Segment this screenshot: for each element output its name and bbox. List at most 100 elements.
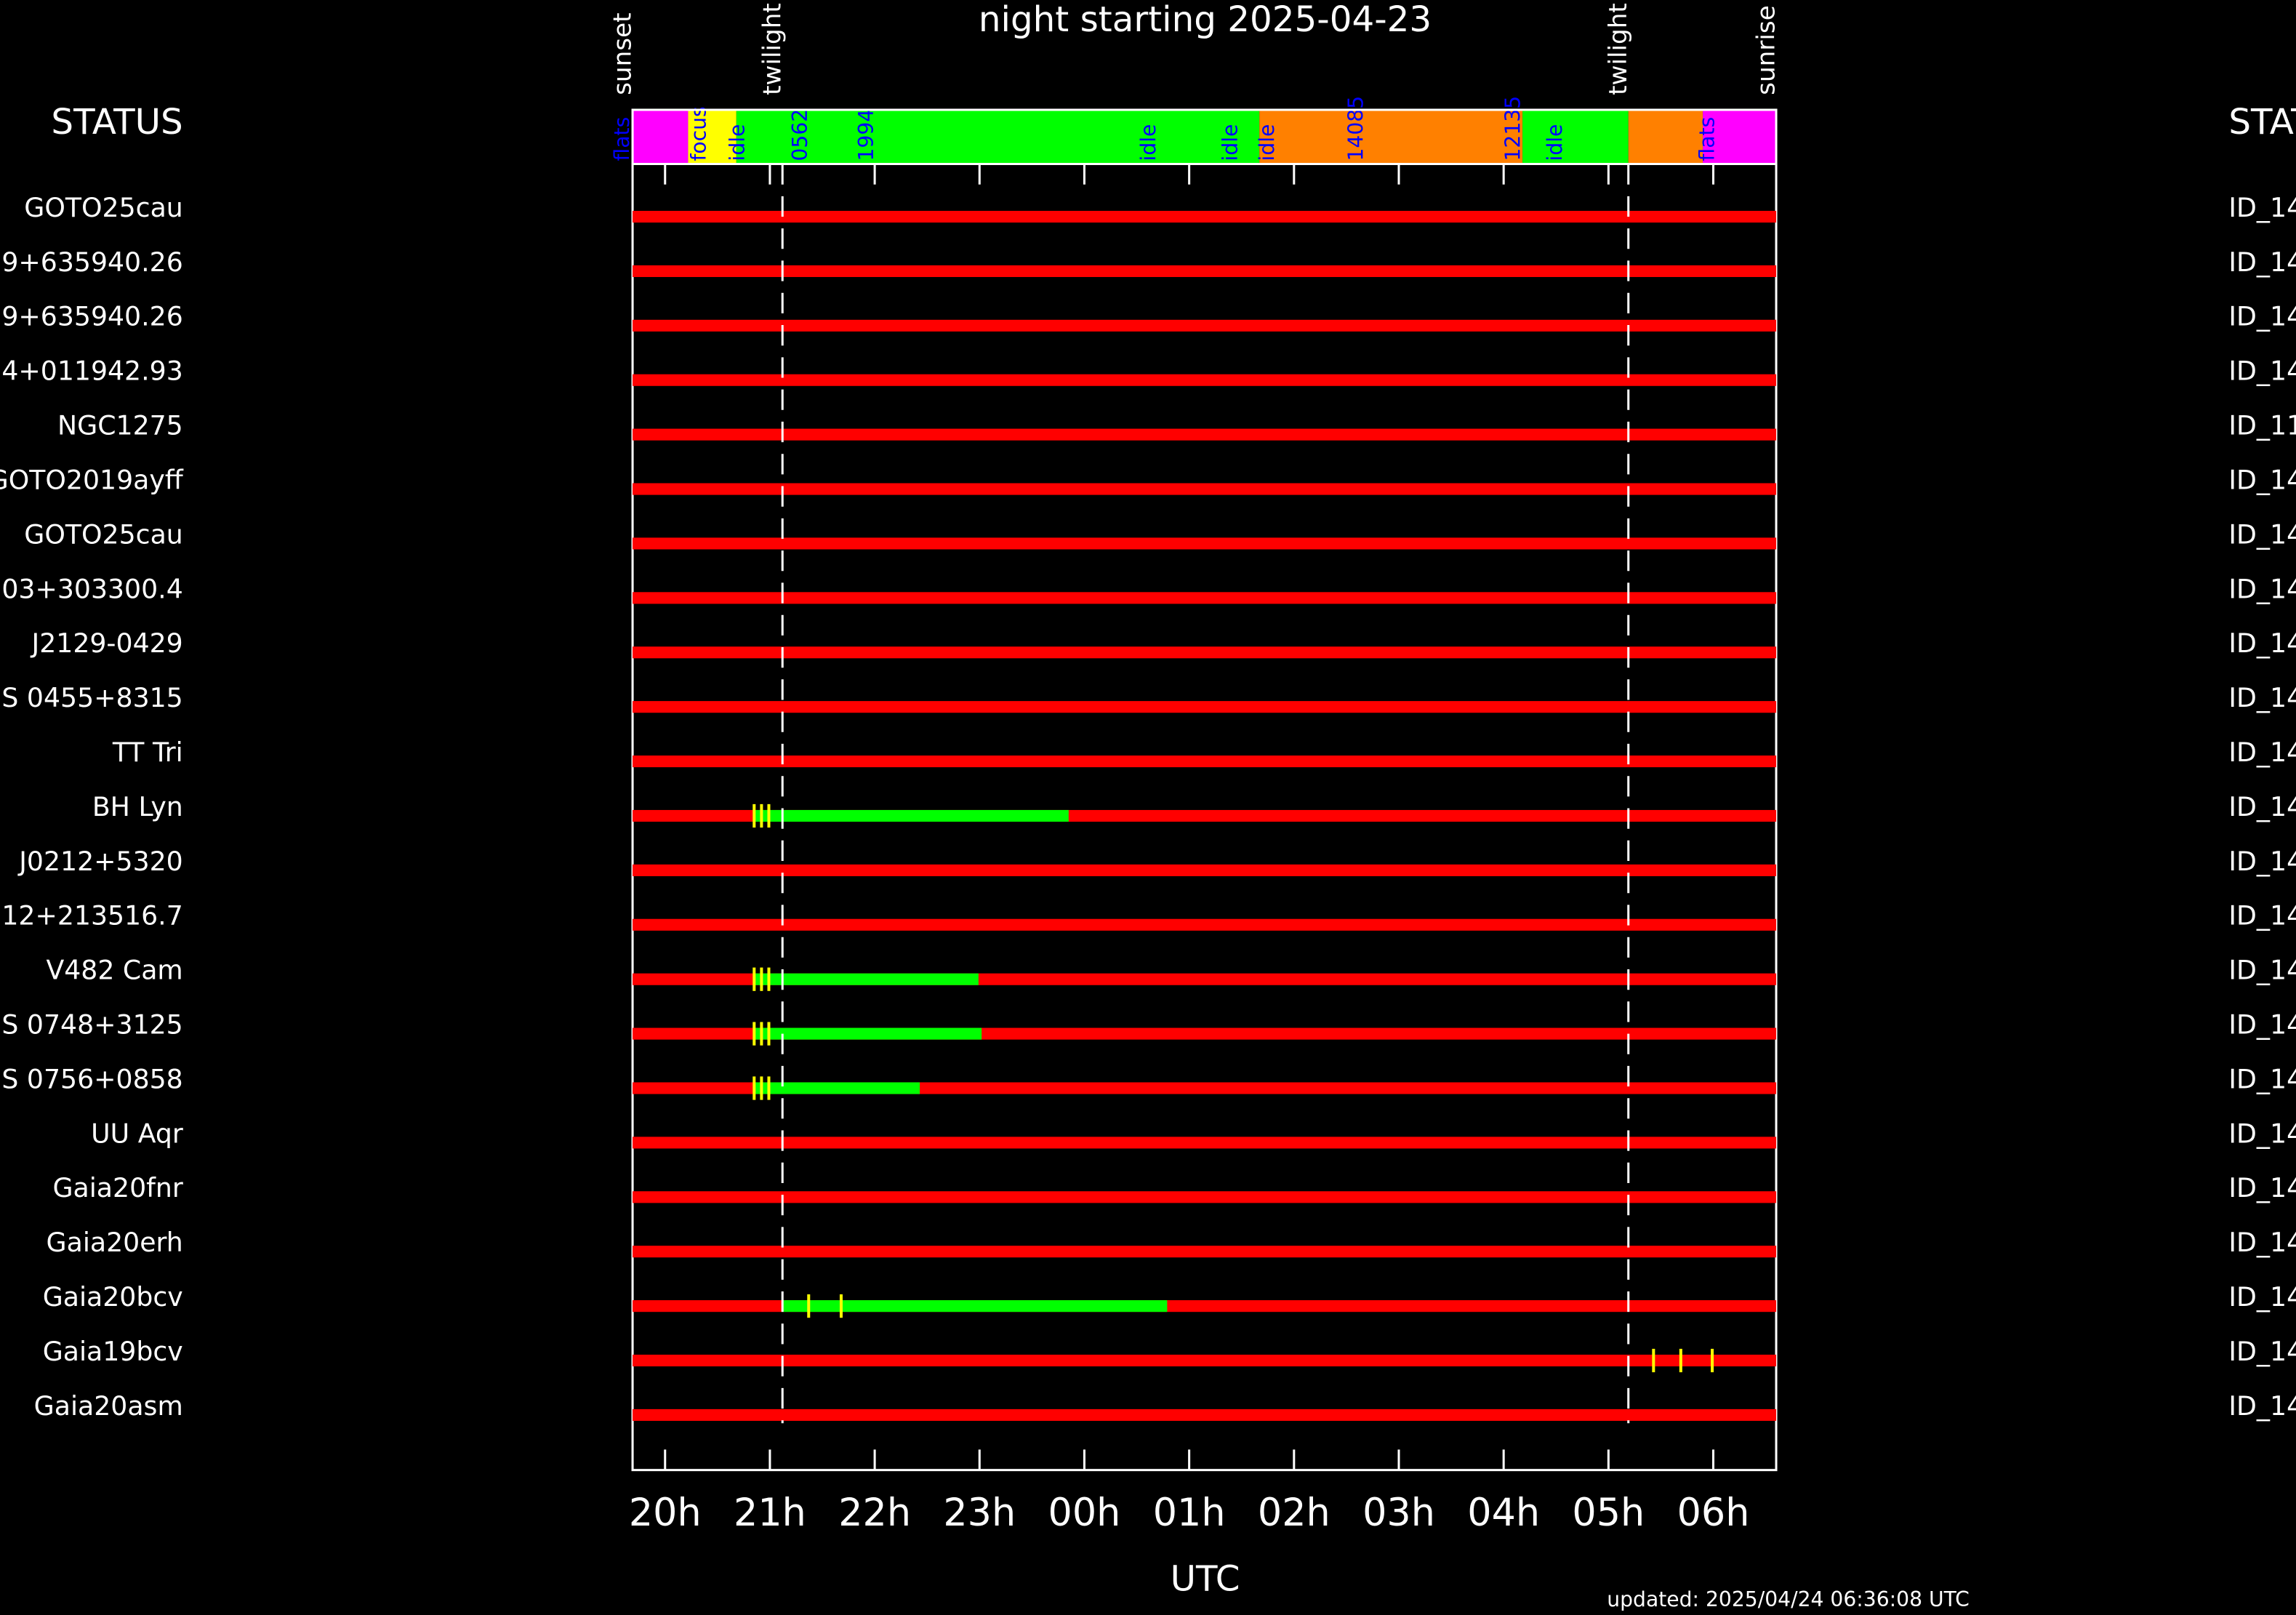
status-text: 12135 (1501, 96, 1525, 161)
x-axis-label: UTC (1171, 1559, 1240, 1600)
target-id: ID_14 (2228, 192, 2296, 223)
target-name: Gaia20bcv (43, 1281, 183, 1313)
target-id: ID_11 (2228, 410, 2296, 441)
visibility-bar (633, 1246, 1777, 1258)
event-label: twilight (758, 3, 787, 95)
event-label: sunrise (1751, 5, 1781, 95)
status-segment (688, 110, 736, 164)
status-label: STATUS (2228, 102, 2296, 143)
visibility-bar (633, 1354, 1777, 1367)
visibility-bar (633, 483, 1777, 495)
observed-bar (754, 973, 979, 985)
target-id: ID_14 (2228, 682, 2296, 713)
target-id: ID_14 (2228, 846, 2296, 877)
event-label: sunset (608, 12, 637, 95)
x-tick-label: 20h (629, 1491, 702, 1535)
status-text: idle (1255, 124, 1279, 161)
status-text: focus (686, 106, 710, 161)
target-id: ID_14 (2228, 1118, 2296, 1149)
status-text: 0562 (788, 109, 812, 161)
target-id: ID_14 (2228, 573, 2296, 604)
target-name: 4+011942.93 (1, 356, 182, 387)
target-name: TT Tri (112, 737, 183, 768)
target-id: ID_14 (2228, 1336, 2296, 1367)
x-tick-label: 03h (1362, 1491, 1435, 1535)
x-tick-label: 00h (1048, 1491, 1121, 1535)
status-segment (1522, 110, 1629, 164)
observed-bar (754, 1082, 920, 1094)
status-segment (633, 110, 689, 164)
x-tick-label: 05h (1572, 1491, 1645, 1535)
target-name: S 0455+8315 (1, 682, 182, 713)
target-name: GOTO25cau (24, 518, 182, 550)
target-name: 9+635940.26 (1, 247, 182, 278)
target-id: ID_14 (2228, 900, 2296, 931)
target-id: ID_14 (2228, 737, 2296, 768)
x-tick-label: 02h (1258, 1491, 1330, 1535)
target-name: Gaia20erh (47, 1227, 183, 1258)
status-text: 1994 (854, 109, 878, 161)
target-name: J2129-0429 (31, 628, 183, 659)
visibility-bar (633, 210, 1777, 223)
updated-time: updated: 2025/04/24 06:36:08 UTC (1607, 1587, 1970, 1611)
status-segment (1628, 110, 1703, 164)
visibility-bar (633, 1137, 1777, 1149)
visibility-bar (633, 374, 1777, 386)
target-name: S 0756+0858 (1, 1063, 182, 1094)
target-name: GOTO2019ayff (0, 464, 184, 495)
chart-title: night starting 2025-04-23 (979, 0, 1432, 40)
x-tick-label: 06h (1677, 1491, 1750, 1535)
target-name: S 0748+3125 (1, 1009, 182, 1041)
target-name: 03+303300.4 (1, 573, 182, 604)
x-tick-label: 04h (1467, 1491, 1540, 1535)
visibility-bar (633, 1408, 1777, 1421)
x-tick-label: 21h (734, 1491, 806, 1535)
visibility-bar (633, 537, 1777, 550)
event-label: twilight (1604, 3, 1633, 95)
target-name: Gaia20fnr (52, 1172, 182, 1203)
target-name: UU Aqr (91, 1118, 183, 1149)
target-name: GOTO25cau (24, 192, 182, 223)
target-id: ID_14 (2228, 356, 2296, 387)
status-text: 14085 (1344, 96, 1368, 161)
visibility-bar (633, 592, 1777, 604)
target-name: BH Lyn (92, 791, 183, 822)
status-text: idle (1543, 124, 1567, 161)
target-id: ID_14 (2228, 518, 2296, 550)
visibility-bar (633, 265, 1777, 277)
target-id: ID_14 (2228, 464, 2296, 495)
target-id: ID_14 (2228, 955, 2296, 986)
target-id: ID_14 (2228, 1063, 2296, 1094)
target-id: ID_14 (2228, 1390, 2296, 1422)
status-segment (1259, 110, 1523, 164)
status-text: idle (1136, 124, 1160, 161)
target-name: Gaia19bcv (43, 1336, 183, 1367)
target-id: ID_14 (2228, 1281, 2296, 1313)
x-tick-label: 01h (1153, 1491, 1226, 1535)
x-tick-label: 22h (838, 1491, 911, 1535)
visibility-bar (633, 756, 1777, 768)
status-text: flats (1695, 117, 1719, 161)
visibility-bar (633, 1191, 1777, 1203)
target-id: ID_14 (2228, 247, 2296, 278)
target-id: ID_14 (2228, 301, 2296, 332)
target-name: V482 Cam (46, 955, 182, 986)
status-text: idle (1218, 124, 1242, 161)
visibility-bar (633, 918, 1777, 931)
status-text: flats (610, 117, 634, 161)
observed-bar (754, 809, 1069, 822)
target-name: 12+213516.7 (1, 900, 182, 931)
x-tick-label: 23h (943, 1491, 1016, 1535)
visibility-bar (633, 319, 1777, 332)
target-name: 9+635940.26 (1, 301, 182, 332)
visibility-bar (633, 701, 1777, 713)
status-segment (736, 110, 1260, 164)
target-id: ID_14 (2228, 1172, 2296, 1203)
visibility-bar (633, 646, 1777, 659)
target-id: ID_14 (2228, 628, 2296, 659)
status-segment (1703, 110, 1777, 164)
target-name: J0212+5320 (17, 846, 183, 877)
observed-bar (754, 1027, 982, 1040)
